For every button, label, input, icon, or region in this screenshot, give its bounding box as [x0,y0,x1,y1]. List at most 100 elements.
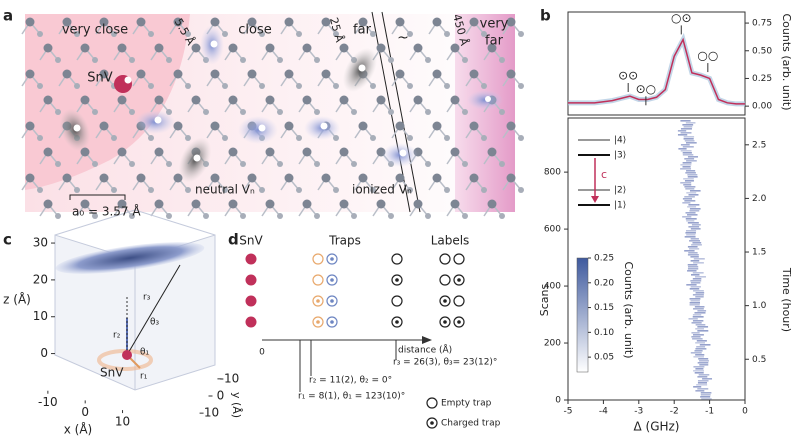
atom [302,199,312,209]
atom [92,109,98,115]
atom [185,31,191,37]
atom [506,69,516,79]
atom [518,31,524,37]
atom [407,187,413,193]
z-axis-label: z (Å) [3,292,31,307]
heat-row [694,306,705,308]
atom [173,17,183,27]
heat-row [697,310,707,312]
atom [136,69,146,79]
heat-row [690,300,700,302]
heat-row [693,308,704,310]
atom [203,213,209,219]
atom [432,69,442,79]
heat-row [685,218,697,220]
atom [228,95,238,105]
charged-trap [326,274,338,286]
heat-row [685,188,695,190]
heat-row [693,370,705,372]
heat-row [683,178,694,180]
heat-row [685,230,697,232]
atom [148,83,154,89]
y-tick-label: -10 [220,371,240,385]
heat-row [687,222,699,224]
charged-trap [453,316,465,328]
atom [55,161,61,167]
atom [62,17,72,27]
heat-row [697,382,708,384]
y2-tick-label: 0.5 [752,355,766,365]
atom [518,135,524,141]
atom [247,17,257,27]
atom [444,135,450,141]
atom [203,109,209,115]
r3-value: r₃ = 26(3), θ₃= 23(12)° [393,358,497,368]
atom [395,69,405,79]
trap-dot [395,278,399,282]
atom [265,95,275,105]
atom [413,95,423,105]
heat-row [690,352,702,354]
colorbar-tick-label: 0.25 [594,254,614,264]
heat-row [687,254,699,256]
heat-row [698,358,709,360]
heat-row [700,396,711,398]
atom [499,213,505,219]
heat-row [684,250,695,252]
heat-row [695,348,707,350]
atom [376,43,386,53]
y-tick-label: 0.00 [752,102,772,112]
atom [302,147,312,157]
x-tick-label: -5 [564,407,573,417]
peak-label: ⊙⊙ [618,68,638,82]
r2-value: r₂ = 11(2), θ₂ = 0° [309,376,392,386]
atom [43,43,53,53]
atom [277,57,283,63]
heat-row [693,258,705,260]
atom [240,213,246,219]
charged-trap [426,417,438,429]
trap-dot [443,320,447,324]
atom [222,135,228,141]
heat-row [697,376,708,378]
atom [444,83,450,89]
y2-axis-label: Time (hour) [780,267,793,332]
x-tick-label: -4 [599,407,608,417]
empty-trap [426,397,438,409]
z-tick-label: 10 [33,309,48,323]
atom [518,187,524,193]
heat-row [695,342,705,344]
atom [425,161,431,167]
atom [166,213,172,219]
heat-row [687,270,697,272]
spectrum-frame [567,11,746,116]
charged-trap [391,316,403,328]
heat-row [692,278,702,280]
snv-dot [245,253,257,265]
heat-row [686,234,696,236]
atom [136,17,146,27]
heat-row [689,190,701,192]
heat-row [685,142,697,144]
heat-row [701,398,712,400]
charged-trap [439,295,451,307]
atom [62,69,72,79]
trap-cloud [55,242,205,274]
atom [259,31,265,37]
heat-row [689,240,701,242]
atom [413,199,423,209]
label: far [485,34,504,49]
atom [62,173,72,183]
heat-row [680,168,692,170]
heat-row [680,182,692,184]
atom [25,121,35,131]
snv-vacancy [124,76,132,84]
heat-row [689,208,701,210]
a0-bracket [69,194,126,200]
heat-row [682,202,691,204]
label: very [480,17,509,32]
atom [173,121,183,131]
heat-row [689,248,700,250]
heat-row [690,282,701,284]
